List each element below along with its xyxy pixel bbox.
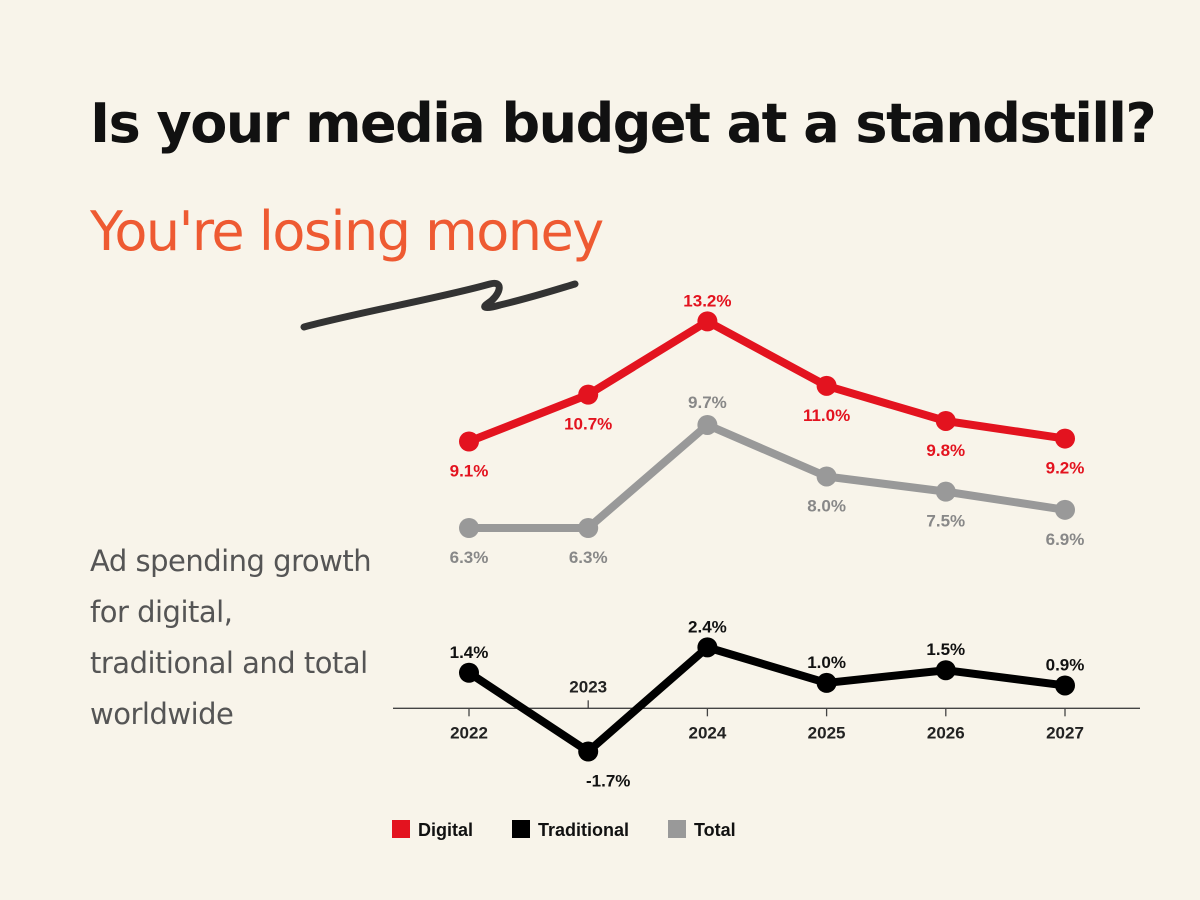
legend-item-total: Total [668, 820, 736, 840]
legend-item-traditional: Traditional [512, 820, 629, 840]
data-label: 6.3% [569, 548, 608, 567]
series-line-traditional [465, 643, 1069, 756]
series-layer: 6.3% 6.3% 9.7% 8.0% 7.5% 6.9% 9.1% 10.7% 13.2% 11… [450, 291, 1085, 790]
data-label: 9.1% [450, 462, 489, 481]
series-digital: 9.1% 10.7% 13.2% 11.0% 9.8% 9.2% [450, 291, 1085, 480]
x-tick-label: 2023 [569, 677, 607, 696]
headline: Is your media budget at a standstill? [90, 92, 1157, 155]
data-label: 7.5% [926, 512, 965, 531]
data-label: 1.0% [807, 653, 846, 672]
subheadline: You're losing money [90, 200, 604, 263]
data-label: 6.9% [1046, 530, 1085, 549]
data-point [935, 410, 956, 431]
chart-description: Ad spending growth for digital, traditio… [90, 544, 372, 731]
series-line-total [465, 420, 1069, 532]
data-label: 9.7% [688, 393, 727, 412]
legend-swatch [392, 820, 410, 838]
series-line-digital [465, 317, 1069, 446]
data-label: 1.4% [450, 643, 489, 662]
data-label: 13.2% [683, 291, 731, 310]
x-tick-label: 2025 [808, 723, 846, 742]
data-label: 10.7% [564, 415, 612, 434]
legend-label: Total [694, 820, 736, 840]
data-point [935, 481, 956, 502]
legend: Digital Traditional Total [392, 820, 736, 840]
x-tick-label: 2024 [688, 723, 726, 742]
data-point [1055, 428, 1075, 449]
data-point [1055, 675, 1075, 696]
legend-label: Traditional [538, 820, 629, 840]
x-axis: 2022 2023 2024 2025 2026 2027 [393, 677, 1140, 742]
data-label: 6.3% [450, 548, 489, 567]
data-point [816, 375, 837, 396]
data-point [459, 518, 479, 538]
x-tick-label: 2027 [1046, 723, 1084, 742]
x-tick-label: 2022 [450, 723, 488, 742]
data-point [578, 518, 599, 538]
data-point [697, 414, 718, 435]
data-label: -1.7% [586, 771, 630, 790]
data-label: 1.5% [926, 640, 965, 659]
data-point [935, 660, 956, 681]
legend-swatch [668, 820, 686, 838]
series-traditional: 1.4% -1.7% 2.4% 1.0% 1.5% 0.9% [450, 617, 1085, 790]
data-point [816, 672, 837, 693]
data-point [697, 637, 718, 658]
data-point [697, 311, 718, 332]
data-point [459, 431, 479, 452]
data-point [578, 741, 599, 762]
data-label: 0.9% [1046, 655, 1085, 674]
squiggle-decoration [300, 279, 579, 331]
legend-swatch [512, 820, 530, 838]
series-total: 6.3% 6.3% 9.7% 8.0% 7.5% 6.9% [450, 393, 1085, 567]
legend-item-digital: Digital [392, 820, 473, 840]
legend-label: Digital [418, 820, 473, 840]
data-label: 9.2% [1046, 459, 1085, 478]
data-label: 11.0% [803, 406, 850, 425]
data-label: 2.4% [688, 617, 727, 636]
data-label: 9.8% [926, 441, 965, 460]
data-label: 8.0% [807, 496, 846, 515]
x-tick-label: 2026 [927, 723, 965, 742]
data-point [459, 662, 479, 683]
data-point [578, 384, 599, 405]
data-point [1055, 499, 1075, 520]
data-point [816, 466, 837, 487]
